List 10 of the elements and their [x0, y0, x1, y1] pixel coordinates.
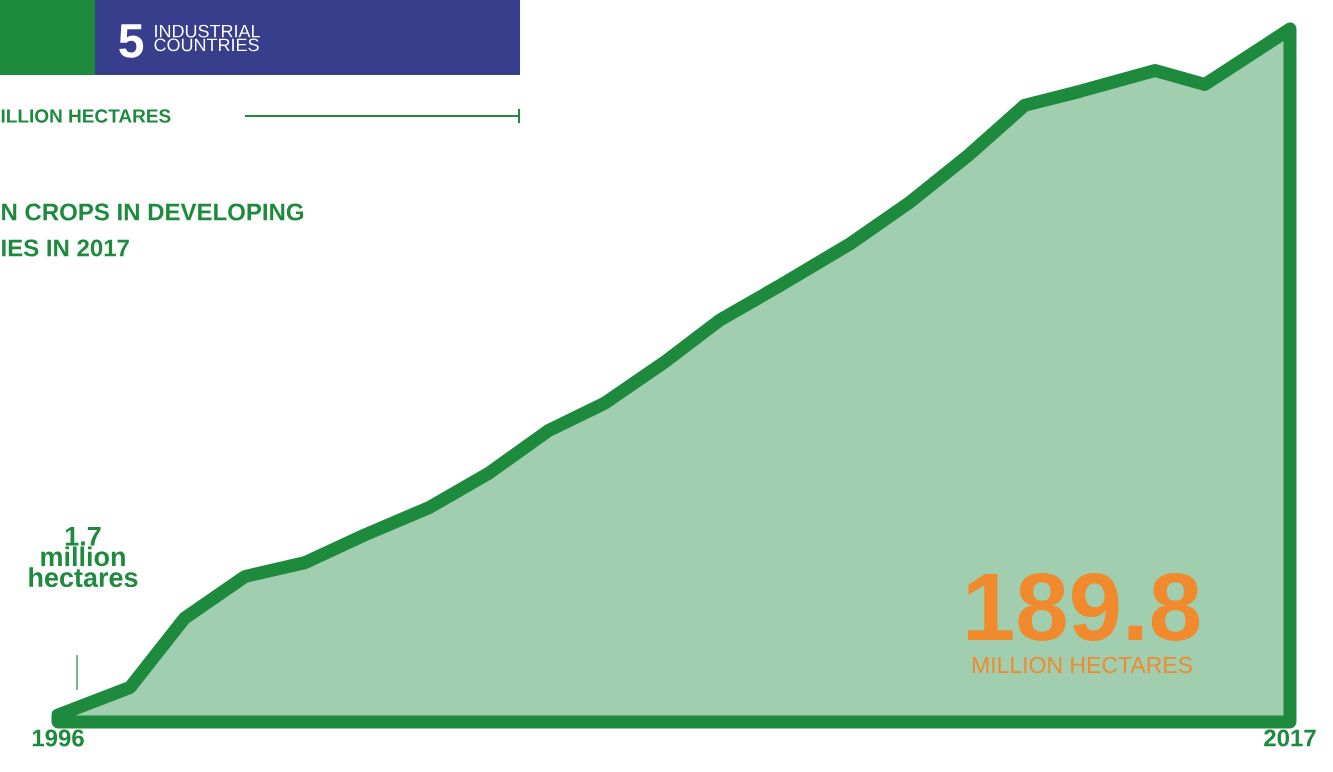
annotation: 5	[119, 24, 144, 58]
annotation: IES IN 2017	[2, 239, 129, 257]
x-tick-label: 1996	[32, 729, 84, 747]
annotation: ILLION HECTARES	[1, 109, 171, 123]
x-tick-label: 2017	[1264, 729, 1316, 747]
annotation: INDUSTRIAL COUNTRIES	[154, 24, 260, 52]
annotation: N CROPS IN DEVELOPING	[2, 203, 304, 221]
annotation: 189.8	[967, 573, 1200, 641]
annotation: 1.7 million hectares	[29, 526, 138, 588]
annotation: MILLION HECTARES	[972, 656, 1192, 674]
